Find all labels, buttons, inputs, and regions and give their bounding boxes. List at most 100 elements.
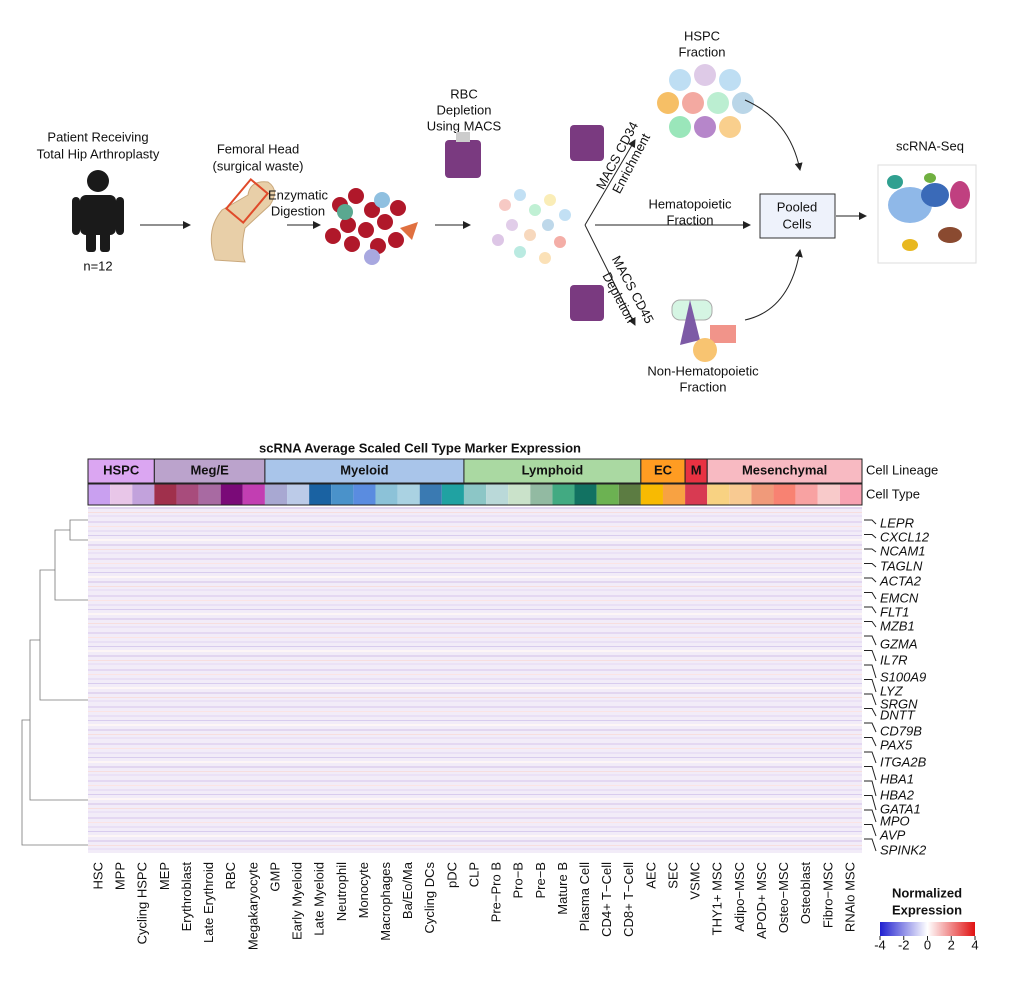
cell-type-label: HSC <box>90 862 105 889</box>
cell-type-label: Osteoblast <box>798 862 813 925</box>
cell-type-label: Osteo−MSC <box>776 862 791 933</box>
cell-type-label: SEC <box>665 862 680 889</box>
gene-label: SRGN <box>880 696 918 711</box>
gene-connector <box>864 824 877 837</box>
cell-type-swatch <box>640 484 663 505</box>
cell-type-swatch <box>729 484 752 505</box>
cell-type-label: pDC <box>444 862 459 888</box>
cell-type-label: CLP <box>466 862 481 887</box>
gene-label: CD79B <box>880 723 922 738</box>
cell-type-label: Plasma Cell <box>577 862 592 931</box>
cell-type-swatch <box>486 484 509 505</box>
cell-type-swatch <box>176 484 199 505</box>
gene-connector <box>864 664 877 679</box>
cell-type-label: CD4+ T−Cell <box>599 862 614 937</box>
cell-type-label: Megakaryocyte <box>245 862 260 950</box>
cell-type-label: Ba/Eo/Ma <box>400 861 415 919</box>
colorbar-tick-label: 4 <box>971 937 978 952</box>
cell-type-swatch <box>154 484 177 505</box>
cell-type-swatch <box>530 484 553 505</box>
cell-type-label: CD8+ T−Cell <box>621 862 636 937</box>
label: Fraction <box>680 379 727 394</box>
cell-type-label: RBC <box>223 862 238 889</box>
cell-type-swatch <box>596 484 619 505</box>
heatmap: scRNA Average Scaled Cell Type Marker Ex… <box>21 440 975 936</box>
cell-type-swatch <box>132 484 155 505</box>
gene-connector <box>864 737 877 747</box>
label: Depletion <box>437 102 492 117</box>
gene-connector <box>864 679 877 693</box>
cell-type-label: THY1+ MSC <box>710 862 725 935</box>
cell-type-swatch <box>552 484 575 505</box>
lineage-band <box>706 458 863 484</box>
gene-connector <box>864 563 877 568</box>
cell-type-swatch <box>331 484 354 505</box>
cell-type-swatch <box>419 484 442 505</box>
colorbar-tick-label: 2 <box>948 937 955 952</box>
workflow: Patient Receiving Total Hip Arthroplasty… <box>37 28 977 394</box>
lineage-label: HSPC <box>103 462 140 477</box>
gene-connector <box>864 592 877 600</box>
cell-type-label: Pre−B <box>533 862 548 899</box>
gene-connector <box>864 650 877 662</box>
cell-type-swatch <box>375 484 398 505</box>
gene-connector <box>864 693 877 706</box>
label: Total Hip Arthroplasty <box>37 146 160 161</box>
label: Using MACS <box>427 118 502 133</box>
gene-connector <box>864 635 877 646</box>
gene-label: ITGA2B <box>880 754 927 769</box>
label: Fraction <box>667 212 714 227</box>
label: Patient Receiving <box>47 129 148 144</box>
gene-label: CXCL12 <box>880 529 930 544</box>
label: RBC <box>450 86 477 101</box>
cell-type-swatch <box>309 484 332 505</box>
lineage-label: Lymphoid <box>522 462 584 477</box>
cell-type-label: Pre−Pro B <box>489 862 504 922</box>
gene-label: LEPR <box>880 515 914 530</box>
gene-label: LYZ <box>880 683 904 698</box>
label: Fraction <box>679 44 726 59</box>
cell-type-swatch <box>773 484 796 505</box>
label: Digestion <box>271 203 325 218</box>
colorbar-tick-label: -2 <box>898 937 910 952</box>
colorbar-tick-label: -4 <box>874 937 886 952</box>
cell-type-swatch <box>264 484 288 505</box>
label: Femoral Head <box>217 141 299 156</box>
gene-label: FLT1 <box>880 604 909 619</box>
cell-type-swatch <box>287 484 310 505</box>
person-icon <box>72 170 124 252</box>
gene-label: GATA1 <box>880 801 921 816</box>
cell-type-swatch <box>618 484 641 505</box>
lineage-label: EC <box>654 462 673 477</box>
lineage-label: M <box>691 462 702 477</box>
cell-type-swatch <box>242 484 265 505</box>
cell-type-swatch <box>662 484 686 505</box>
gene-connector <box>864 766 877 781</box>
label: scRNA-Seq <box>896 138 964 153</box>
cell-type-swatch <box>441 484 464 505</box>
cell-type-label: MEP <box>157 862 172 890</box>
gene-connector <box>864 621 877 628</box>
cell-type-frame <box>87 483 863 506</box>
cell-type-swatch <box>88 484 111 505</box>
cell-type-label: Mature B <box>555 862 570 915</box>
lineage-label: Meg/E <box>190 462 229 477</box>
gene-label: GZMA <box>880 636 918 651</box>
label: Enzymatic <box>268 187 328 202</box>
cell-type-swatch <box>685 484 708 505</box>
gene-connector <box>864 577 877 583</box>
cell-type-label: Cycling HSPC <box>135 862 150 944</box>
label: (surgical waste) <box>212 158 303 173</box>
cell-type-label: Pro−B <box>511 862 526 899</box>
gene-connector <box>864 534 877 539</box>
cell-type-swatch <box>795 484 818 505</box>
gene-connector <box>864 751 877 764</box>
heatmap-title: scRNA Average Scaled Cell Type Marker Ex… <box>259 440 581 455</box>
colorbar-title: Normalized <box>892 885 962 900</box>
heatmap-body <box>88 507 862 853</box>
cell-type-label: Fibro−MSC <box>820 862 835 928</box>
gene-label: HBA2 <box>880 787 915 802</box>
gene-label: EMCN <box>880 590 919 605</box>
